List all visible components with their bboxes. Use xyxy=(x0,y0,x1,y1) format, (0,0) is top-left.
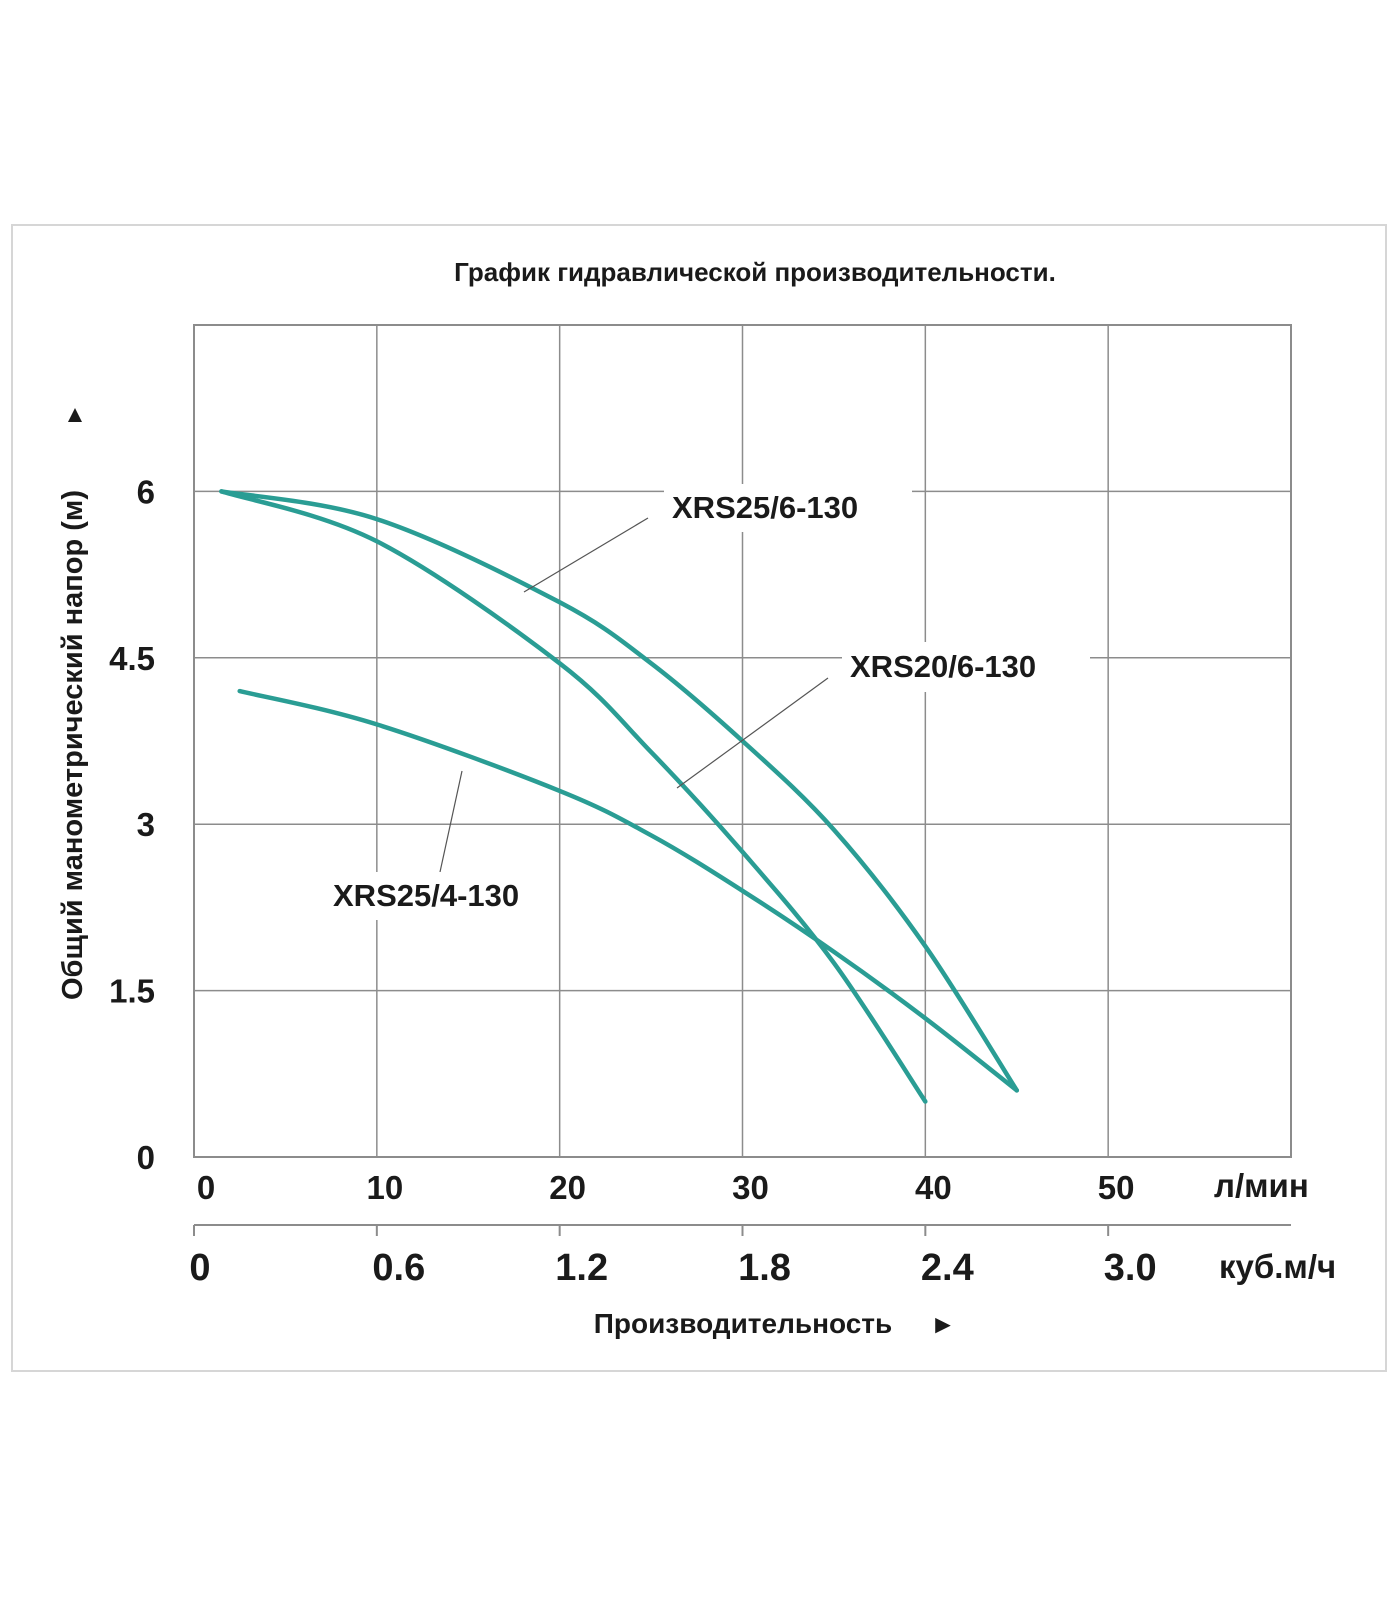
x-tick-label-secondary: 0 xyxy=(189,1247,210,1289)
x-tick-label: 20 xyxy=(549,1169,586,1206)
curves xyxy=(219,489,1020,1104)
series-label-bg xyxy=(325,872,549,920)
series-label: XRS20/6-130 xyxy=(850,649,1036,684)
chart-frame xyxy=(11,224,1387,1372)
x-tick-label: 0 xyxy=(197,1169,215,1206)
series-leader-line xyxy=(439,770,463,873)
x-tick-label: 40 xyxy=(915,1169,952,1206)
series-leader-line xyxy=(523,517,649,593)
y-tick-label: 4.5 xyxy=(109,640,155,677)
series-label: XRS25/4-130 xyxy=(333,878,519,913)
x-unit-secondary: куб.м/ч xyxy=(1219,1248,1336,1285)
x-axis-label: Производительность xyxy=(594,1308,892,1339)
x-tick-label: 30 xyxy=(732,1169,769,1206)
y-tick-label: 6 xyxy=(137,473,155,510)
series-leader-line xyxy=(676,677,829,789)
y-tick-label: 1.5 xyxy=(109,973,155,1010)
tick-labels: 0 10 20 30 40 50 0 0.6 1.2 1.8 2.4 3.0 0 1.5 3 4.5 6 xyxy=(109,473,1156,1289)
x-tick-label-secondary: 2.4 xyxy=(921,1247,974,1289)
y-axis-label: Общий манометрический напор (м) xyxy=(57,490,89,1000)
x-tick-label: 50 xyxy=(1098,1169,1135,1206)
series-label-bg xyxy=(842,642,1090,692)
curve-xrs25-4-130 xyxy=(237,688,1020,1093)
y-tick-label: 0 xyxy=(137,1139,155,1176)
series-label-bg xyxy=(664,484,912,532)
x-tick-label-secondary: 0.6 xyxy=(372,1247,425,1289)
curve-xrs20-6-130 xyxy=(219,489,928,1104)
series-label: XRS25/6-130 xyxy=(672,490,858,525)
curve-xrs25-6-130 xyxy=(219,489,1020,1093)
y-tick-label: 3 xyxy=(137,806,155,843)
x-tick-label: 10 xyxy=(366,1169,403,1206)
x-unit-primary: л/мин xyxy=(1214,1167,1309,1204)
x-tick-label-secondary: 1.8 xyxy=(738,1247,791,1289)
x-tick-label-secondary: 1.2 xyxy=(555,1247,608,1289)
x-tick-label-secondary: 3.0 xyxy=(1104,1247,1157,1289)
series-labels: XRS25/6-130 XRS20/6-130 XRS25/4-130 xyxy=(325,484,1090,920)
chart-title: График гидравлической производительности… xyxy=(454,257,1056,287)
x-axis-arrow: ► xyxy=(930,1309,956,1339)
y-axis-arrow: ▲ xyxy=(63,401,87,428)
